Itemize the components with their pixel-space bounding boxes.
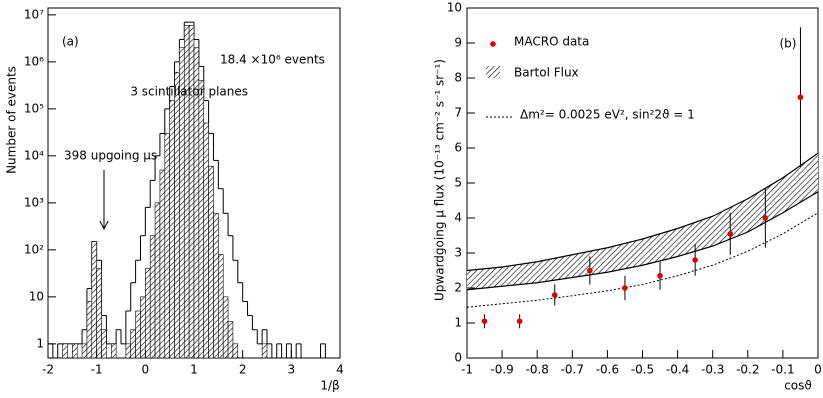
arrow-head — [99, 220, 109, 231]
legend-label: Δm²= 0.0025 eV², sin²2ϑ = 1 — [520, 108, 695, 122]
y-tick-label: 8 — [454, 71, 462, 85]
x-tick-label: 1 — [190, 363, 198, 377]
x-tick-label: -1 — [91, 363, 103, 377]
hatched-bin — [91, 241, 97, 359]
y-tick-label: 10⁴ — [24, 148, 44, 162]
data-point — [657, 272, 663, 279]
y-tick-label: 10 — [29, 289, 44, 303]
x-tick-label: -0.3 — [701, 363, 724, 377]
y-tick-label: 5 — [454, 176, 462, 190]
annotation: 3 scintillator planes — [130, 85, 248, 99]
data-point — [622, 285, 628, 291]
x-tick-label: -0.8 — [525, 363, 548, 377]
x-tick-label: -0.2 — [736, 363, 759, 377]
data-point — [762, 215, 769, 221]
y-tick-label: 1 — [454, 316, 462, 330]
x-tick-label: -0.5 — [631, 363, 654, 377]
x-tick-label: -0.9 — [490, 363, 513, 377]
x-tick-label: -1 — [461, 363, 473, 377]
hatched-bin — [135, 310, 141, 359]
hatched-bin — [72, 343, 78, 359]
hatched-bin — [130, 329, 136, 359]
hatched-bin — [154, 202, 161, 359]
y-tick-label: 0 — [454, 351, 462, 365]
hatched-bin — [174, 71, 180, 359]
data-point — [587, 267, 593, 274]
hatched-bin — [222, 296, 229, 359]
x-tick-label: -0.1 — [771, 363, 794, 377]
y-tick-label: 2 — [454, 281, 462, 295]
y-tick-label: 3 — [454, 246, 462, 260]
model-curve — [466, 212, 819, 308]
hatched-bin — [62, 343, 68, 359]
hatched-bin — [125, 343, 132, 359]
right-frame — [466, 7, 819, 359]
y-tick-label: 10 — [447, 1, 462, 15]
data-point — [481, 318, 488, 325]
y-tick-label: 10⁶ — [24, 54, 44, 68]
hatched-bin — [159, 169, 166, 359]
hatched-bin — [218, 254, 224, 359]
x-tick-label: 0 — [142, 363, 150, 377]
y-tick-label: 10³ — [24, 195, 44, 209]
y-tick-label: 1 — [36, 336, 44, 350]
annotation: 398 upgoing μs — [64, 149, 157, 163]
hatched-bin — [183, 24, 190, 359]
y-tick-label: 6 — [454, 141, 462, 155]
x-axis-label: 1/β — [320, 379, 339, 393]
y-tick-label: 7 — [454, 106, 462, 120]
x-tick-label: -0.4 — [666, 363, 689, 377]
hatched-bin — [145, 268, 151, 359]
band-edge — [466, 152, 819, 272]
y-tick-label: 9 — [454, 36, 462, 50]
legend-label: Bartol Flux — [514, 66, 579, 80]
data-point — [516, 318, 523, 325]
y-tick-label: 10² — [24, 242, 44, 256]
legend-marker — [490, 41, 496, 47]
data-point — [727, 230, 734, 237]
hatched-bin — [232, 343, 239, 359]
x-tick-label: 2 — [239, 363, 247, 377]
hatched-bin — [169, 100, 175, 359]
y-axis-label: Number of events — [5, 66, 19, 174]
y-tick-label: 4 — [454, 211, 462, 225]
band-edge — [466, 191, 819, 291]
annotation: (a) — [62, 35, 79, 49]
hatched-bin — [227, 321, 234, 359]
x-tick-label: 3 — [288, 363, 296, 377]
hatched-bin — [149, 235, 156, 359]
x-tick-label: -0.6 — [596, 363, 619, 377]
hatched-bin — [96, 268, 102, 359]
hatched-bin — [213, 212, 219, 359]
hatched-bin — [203, 122, 209, 359]
data-point — [692, 257, 698, 263]
hatched-bin — [86, 301, 93, 359]
hatched-bin — [110, 343, 117, 359]
band-fill — [467, 153, 818, 290]
x-axis-label: cosϑ — [784, 379, 812, 393]
x-tick-label: -0.7 — [561, 363, 584, 377]
hatched-bin — [198, 80, 205, 359]
y-axis-label: Upwardgoing μ flux (10⁻¹³ cm⁻² s⁻¹ sr⁻¹) — [433, 59, 447, 301]
hatched-bin — [140, 296, 146, 359]
hatched-bin — [164, 133, 170, 359]
y-tick-label: 10⁵ — [24, 101, 44, 115]
y-tick-label: 10⁷ — [24, 7, 44, 21]
annotation: (b) — [780, 37, 797, 51]
hatched-bin — [261, 343, 268, 359]
annotation: 18.4 ×10⁶ events — [220, 53, 325, 67]
x-tick-label: 0 — [814, 363, 822, 377]
hatched-bin — [188, 24, 195, 359]
x-tick-label: -2 — [42, 363, 54, 377]
legend-label: MACRO data — [514, 35, 589, 49]
hatched-bin — [208, 165, 214, 359]
x-tick-label: 4 — [336, 363, 344, 377]
legend-swatch — [486, 66, 500, 78]
hatched-bin — [81, 343, 88, 359]
data-point — [797, 94, 804, 101]
hatched-bin — [101, 329, 107, 359]
data-point — [551, 292, 558, 298]
